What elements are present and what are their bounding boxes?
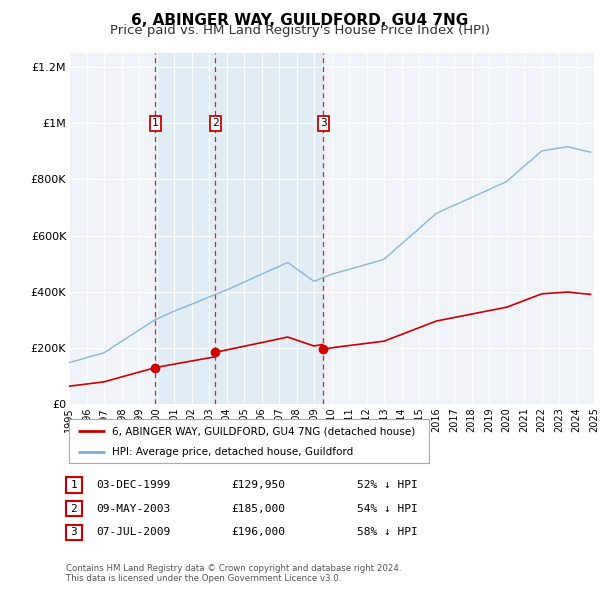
Text: 6, ABINGER WAY, GUILDFORD, GU4 7NG: 6, ABINGER WAY, GUILDFORD, GU4 7NG	[131, 13, 469, 28]
Text: 54% ↓ HPI: 54% ↓ HPI	[357, 504, 418, 513]
Text: 1: 1	[152, 119, 158, 128]
Text: £196,000: £196,000	[231, 527, 285, 537]
Text: 58% ↓ HPI: 58% ↓ HPI	[357, 527, 418, 537]
Text: HPI: Average price, detached house, Guildford: HPI: Average price, detached house, Guil…	[112, 447, 353, 457]
Text: 6, ABINGER WAY, GUILDFORD, GU4 7NG (detached house): 6, ABINGER WAY, GUILDFORD, GU4 7NG (deta…	[112, 427, 415, 436]
Text: 52% ↓ HPI: 52% ↓ HPI	[357, 480, 418, 490]
Text: 07-JUL-2009: 07-JUL-2009	[96, 527, 170, 537]
Text: 2: 2	[212, 119, 218, 128]
Text: 03-DEC-1999: 03-DEC-1999	[96, 480, 170, 490]
Text: £129,950: £129,950	[231, 480, 285, 490]
Text: 3: 3	[70, 527, 77, 537]
Text: 09-MAY-2003: 09-MAY-2003	[96, 504, 170, 513]
Text: Price paid vs. HM Land Registry's House Price Index (HPI): Price paid vs. HM Land Registry's House …	[110, 24, 490, 37]
Text: 2: 2	[70, 504, 77, 513]
Text: Contains HM Land Registry data © Crown copyright and database right 2024.
This d: Contains HM Land Registry data © Crown c…	[66, 563, 401, 583]
Text: 1: 1	[70, 480, 77, 490]
Bar	[155, 53, 323, 404]
Text: 3: 3	[320, 119, 326, 128]
Text: £185,000: £185,000	[231, 504, 285, 513]
